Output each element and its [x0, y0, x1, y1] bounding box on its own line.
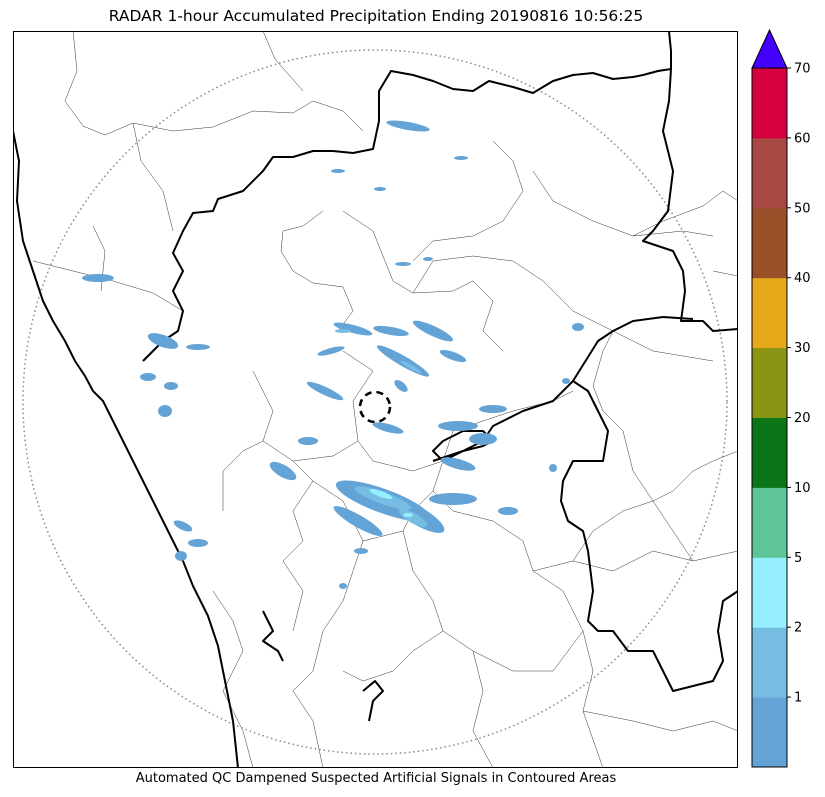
- map-frame: [13, 31, 738, 768]
- precipitation-echoes-heavy: [369, 489, 413, 517]
- radar-map[interactable]: [13, 31, 738, 768]
- colorbar-tick-label: 40: [794, 271, 811, 286]
- colorbar-tick-label: 2: [794, 621, 802, 636]
- state-boundaries: [13, 31, 738, 768]
- colorbar-segment: [752, 487, 787, 558]
- precipitation-echoes-moderate: [335, 329, 428, 528]
- colorbar-extend-arrow: [751, 28, 788, 69]
- colorbar-segment: [752, 207, 787, 279]
- range-ring: [22, 49, 728, 755]
- colorbar-tick-label: 70: [794, 62, 811, 77]
- colorbar-tick-label: 30: [794, 341, 811, 356]
- colorbar-tick-label: 50: [794, 201, 811, 216]
- colorbar-segment: [752, 137, 787, 209]
- colorbar-tick-label: 20: [794, 411, 811, 426]
- colorbar-segment: [752, 627, 787, 698]
- colorbar-tick-label: 1: [794, 691, 802, 706]
- colorbar-segment: [752, 277, 787, 349]
- colorbar-segment: [752, 347, 787, 418]
- radar-site-marker: [358, 390, 392, 424]
- colorbar-segment: [752, 557, 787, 628]
- colorbar-tick-label: 60: [794, 131, 811, 146]
- colorbar-segment: [752, 417, 787, 488]
- colorbar-segment: [752, 68, 787, 139]
- map-title: RADAR 1-hour Accumulated Precipitation E…: [108, 7, 644, 25]
- colorbar-tick-label: 10: [794, 481, 811, 496]
- colorbar-segment: [752, 697, 787, 768]
- qc-caption: Automated QC Dampened Suspected Artifici…: [135, 771, 617, 786]
- colorbar-tick-label: 5: [794, 551, 802, 566]
- colorbar: 1 2 5 10 20 30 40 50 60 70: [751, 28, 811, 768]
- district-boundaries: [32, 31, 738, 768]
